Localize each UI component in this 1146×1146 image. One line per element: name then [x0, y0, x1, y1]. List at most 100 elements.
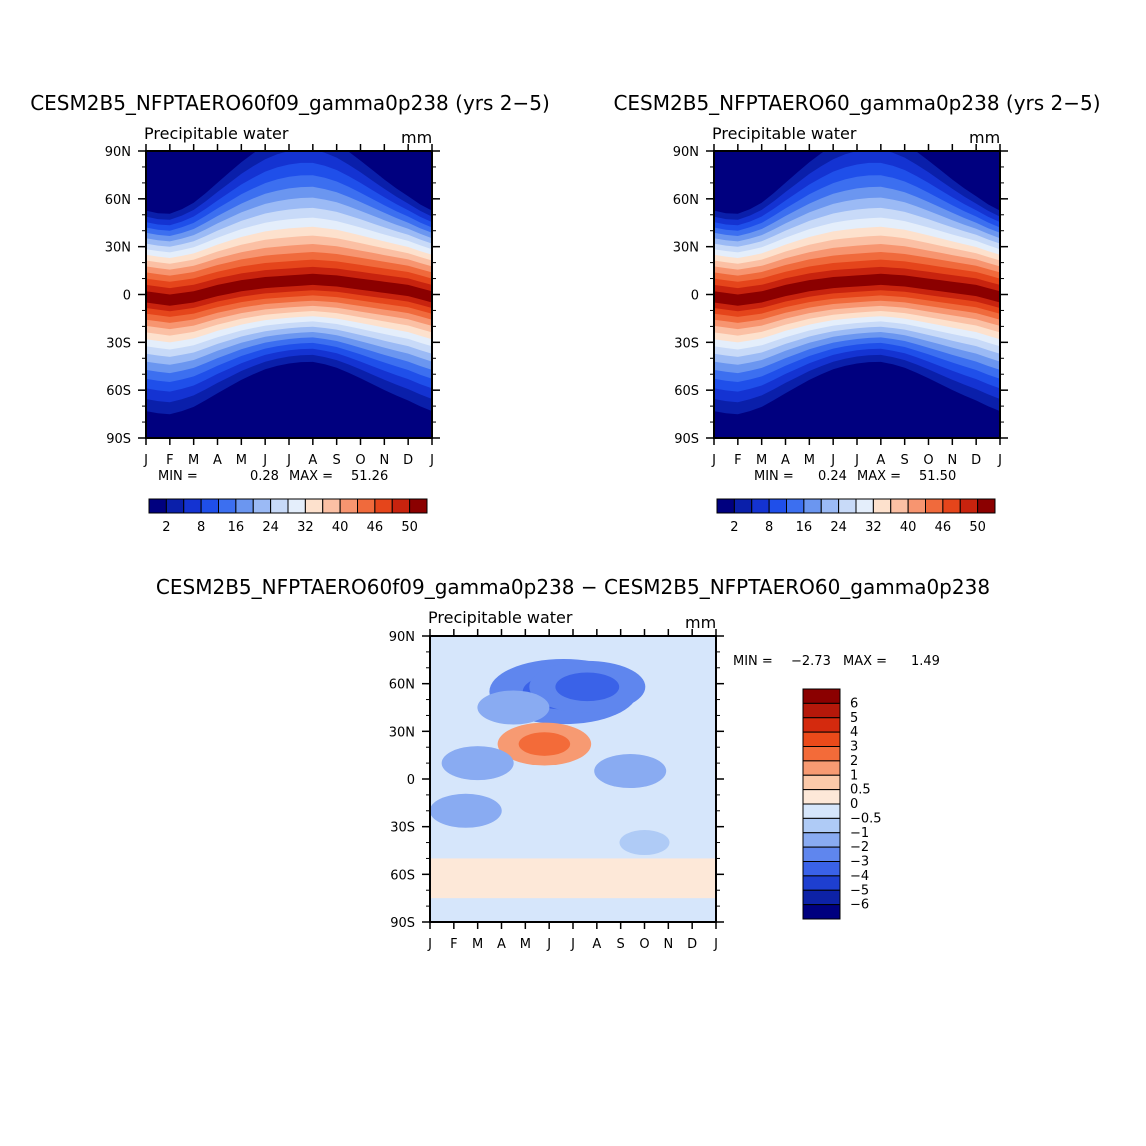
x-tick-label: O — [355, 453, 365, 468]
max-label: MAX = — [843, 654, 887, 669]
chart-title: CESM2B5_NFPTAERO60f09_gamma0p238 (yrs 2−… — [30, 91, 550, 115]
colorbar-swatch — [200, 498, 219, 514]
min-value: 0.24 — [818, 469, 847, 484]
y-tick-label: 30N — [105, 241, 131, 256]
colorbar-swatch — [252, 498, 272, 514]
x-tick-label: J — [262, 453, 267, 468]
y-tick-label: 90N — [389, 630, 415, 645]
x-tick-label: A — [213, 453, 222, 468]
x-tick-label: J — [830, 453, 835, 468]
colorbar-label: 46 — [935, 520, 952, 535]
colorbar: 2 8 16 24 32 40 46 50 — [716, 498, 996, 535]
colorbar-swatch — [270, 498, 289, 514]
x-tick-label: M — [804, 453, 815, 468]
contour-band — [714, 273, 1000, 306]
units-label: mm — [969, 128, 1000, 147]
colorbar-label: 32 — [297, 520, 314, 535]
colorbar-label: −0.5 — [850, 811, 882, 826]
colorbar-label: −3 — [850, 855, 869, 870]
x-tick-label: D — [403, 453, 413, 468]
colorbar-label: 50 — [969, 520, 986, 535]
x-tick-label: N — [663, 937, 673, 952]
colorbar-swatch — [786, 498, 805, 514]
x-tick-label: S — [901, 453, 909, 468]
anomaly-core — [555, 672, 620, 702]
units-label: mm — [401, 128, 432, 147]
colorbar: 2 8 16 24 32 40 46 50 — [148, 498, 428, 535]
colorbar-label: 0 — [850, 797, 858, 812]
chart-subtitle: Precipitable water — [712, 124, 857, 143]
colorbar-label: 50 — [401, 520, 418, 535]
colorbar-label: 16 — [796, 520, 813, 535]
colorbar-swatch — [339, 498, 358, 514]
colorbar-swatch — [820, 498, 840, 514]
chart-title: CESM2B5_NFPTAERO60_gamma0p238 (yrs 2−5) — [613, 91, 1100, 115]
x-tick-label: J — [427, 937, 432, 952]
max-label: MAX = — [289, 469, 333, 484]
colorbar-swatch — [733, 498, 753, 514]
colorbar-swatch — [802, 875, 841, 891]
chart-panel-2: CESM2B5_NFPTAERO60_gamma0p238 (yrs 2−5) P… — [613, 91, 1100, 535]
colorbar-swatch — [802, 803, 841, 819]
x-tick-label: F — [166, 453, 173, 468]
colorbar-swatch — [183, 498, 202, 514]
anomaly-blob — [441, 746, 514, 781]
y-tick-label: 90N — [105, 145, 131, 160]
x-tick-label: M — [472, 937, 483, 952]
positive-band — [430, 858, 716, 899]
colorbar-label: 3 — [850, 740, 858, 755]
y-tick-label: 60S — [106, 384, 131, 399]
x-tick-label: D — [971, 453, 981, 468]
x-tick-label: M — [520, 937, 531, 952]
colorbar-label: 46 — [367, 520, 384, 535]
contour-band — [146, 266, 432, 312]
max-label: MAX = — [857, 469, 901, 484]
max-value: 51.26 — [351, 469, 388, 484]
y-tick-label: 60S — [674, 384, 699, 399]
colorbar-swatch — [802, 817, 841, 834]
colorbar-swatch — [977, 498, 996, 514]
chart-subtitle: Precipitable water — [144, 124, 289, 143]
x-tick-label: M — [756, 453, 767, 468]
colorbar-swatch — [838, 498, 857, 514]
colorbar-swatch — [802, 760, 841, 776]
colorbar-swatch — [409, 498, 428, 514]
colorbar-swatch — [322, 498, 341, 514]
colorbar-label: 2 — [162, 520, 170, 535]
y-tick-label: 60S — [390, 868, 415, 883]
y-tick-label: 30N — [673, 241, 699, 256]
x-tick-label: N — [379, 453, 389, 468]
colorbar-label: −4 — [850, 869, 869, 884]
colorbar-swatch — [357, 498, 376, 514]
colorbar-label: 24 — [262, 520, 279, 535]
anomaly-blob — [594, 754, 667, 789]
chart-panel-3: CESM2B5_NFPTAERO60f09_gamma0p238 − CESM2… — [156, 575, 990, 952]
x-tick-label: S — [617, 937, 625, 952]
x-tick-label: F — [734, 453, 741, 468]
x-tick-label: J — [429, 453, 434, 468]
y-tick-label: 90S — [106, 432, 131, 447]
colorbar-swatch — [872, 498, 892, 514]
y-tick-label: 0 — [123, 289, 131, 304]
colorbar-label: 0.5 — [850, 783, 871, 798]
y-tick-label: 60N — [673, 193, 699, 208]
min-label: MIN = — [733, 654, 773, 669]
chart-title: CESM2B5_NFPTAERO60f09_gamma0p238 − CESM2… — [156, 575, 990, 599]
colorbar-label: 16 — [228, 520, 245, 535]
x-tick-label: A — [876, 453, 885, 468]
colorbar-label: 8 — [765, 520, 773, 535]
x-tick-label: J — [143, 453, 148, 468]
colorbar-label: −6 — [850, 898, 869, 913]
colorbar-label: −2 — [850, 840, 869, 855]
y-tick-label: 60N — [389, 678, 415, 693]
y-tick-label: 0 — [691, 289, 699, 304]
plot-area — [146, 151, 432, 438]
colorbar-label: 24 — [830, 520, 847, 535]
max-value: 1.49 — [911, 654, 940, 669]
x-tick-label: J — [546, 937, 551, 952]
y-tick-label: 30S — [390, 821, 415, 836]
max-value: 51.50 — [919, 469, 956, 484]
colorbar-swatch — [942, 498, 961, 514]
